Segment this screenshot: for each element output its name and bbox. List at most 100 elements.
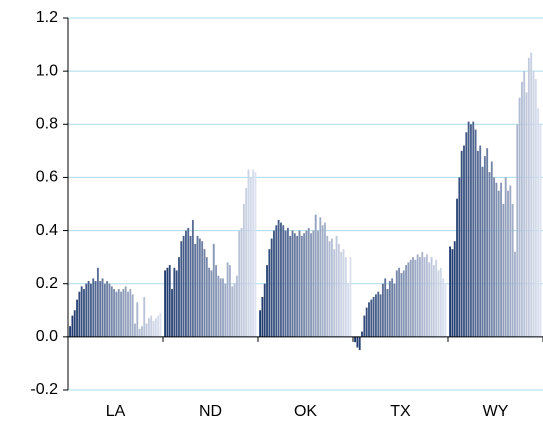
y-tick-label: -0.2: [30, 381, 58, 398]
bar: [481, 166, 484, 337]
bar: [525, 92, 528, 337]
bar: [379, 294, 382, 337]
bar: [451, 249, 454, 337]
bar: [273, 230, 275, 337]
bar: [96, 267, 99, 337]
bar: [245, 188, 248, 337]
y-tick-label: 0.8: [36, 116, 58, 133]
bar: [365, 307, 368, 337]
bar: [266, 265, 268, 337]
bar: [414, 259, 417, 337]
bar: [370, 299, 373, 337]
bar: [140, 326, 143, 337]
bar: [430, 257, 433, 337]
bar: [326, 235, 329, 337]
bar: [514, 251, 516, 337]
bar: [361, 331, 363, 337]
x-tick-label: LA: [106, 403, 126, 420]
bar: [150, 315, 153, 337]
bar: [458, 177, 461, 337]
bar: [319, 217, 322, 337]
bar: [340, 251, 343, 337]
bar: [407, 262, 410, 337]
bar: [432, 265, 435, 337]
bar: [145, 323, 148, 337]
bar: [129, 289, 132, 337]
bar: [333, 249, 336, 337]
bar: [347, 283, 350, 337]
bar: [94, 281, 97, 337]
x-tick-label: TX: [390, 403, 411, 420]
x-tick-label: OK: [294, 403, 317, 420]
bar: [409, 259, 412, 337]
bar: [314, 214, 317, 337]
bar: [444, 283, 447, 337]
bar: [178, 257, 180, 337]
bar: [235, 275, 238, 337]
bar: [395, 270, 398, 337]
bar: [233, 283, 236, 337]
bar: [247, 169, 250, 337]
bar: [78, 291, 81, 337]
bar: [324, 222, 326, 337]
bar: [307, 227, 310, 337]
bar: [222, 278, 224, 337]
bar: [356, 336, 359, 348]
bar: [349, 257, 352, 337]
bar: [261, 297, 264, 337]
bar: [205, 257, 208, 337]
bar: [539, 124, 542, 337]
y-tick-label: 1.0: [36, 62, 58, 79]
bar: [465, 132, 468, 337]
bar: [421, 251, 424, 337]
bar: [416, 254, 419, 337]
bar: [229, 265, 231, 337]
bar: [277, 219, 280, 337]
bar: [124, 286, 127, 337]
bar: [152, 320, 155, 337]
bar: [198, 238, 201, 337]
bar: [164, 270, 167, 337]
bar: [254, 172, 257, 337]
bar: [463, 145, 465, 337]
y-tick-label: 1.2: [36, 9, 58, 26]
bar: [92, 278, 95, 337]
bar: [312, 230, 315, 337]
bar: [168, 265, 171, 337]
x-tick-label: WY: [483, 403, 509, 420]
bar: [189, 235, 192, 337]
bar: [291, 230, 294, 337]
bar: [249, 177, 252, 337]
bar: [534, 79, 537, 337]
bar: [106, 281, 109, 337]
bar: [275, 225, 278, 337]
bar: [391, 278, 394, 337]
y-tick-label: 0.0: [36, 328, 58, 345]
bar: [298, 230, 301, 337]
bar: [386, 289, 389, 337]
bar: [87, 281, 90, 337]
bar: [157, 315, 160, 337]
bar: [173, 267, 176, 337]
y-tick-label: 0.2: [36, 275, 58, 292]
bar: [412, 257, 414, 337]
bar: [518, 97, 521, 337]
bar: [449, 246, 452, 337]
bar: [310, 233, 312, 337]
bar: [212, 243, 215, 337]
bar: [460, 150, 463, 337]
bar: [210, 270, 213, 337]
bar: [435, 259, 438, 337]
bar: [120, 291, 122, 337]
bar: [284, 230, 287, 337]
bar: [300, 235, 303, 337]
bar: [467, 121, 470, 337]
bar: [180, 241, 183, 337]
bar: [238, 230, 241, 337]
bar: [83, 289, 85, 337]
bar: [504, 177, 507, 337]
bar: [502, 204, 505, 337]
bar: [500, 182, 502, 337]
bar: [117, 289, 120, 337]
